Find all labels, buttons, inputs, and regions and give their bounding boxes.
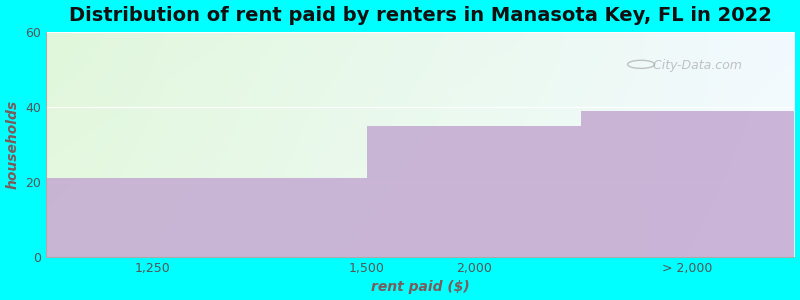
Bar [366, 126, 581, 257]
X-axis label: rent paid ($): rent paid ($) [370, 280, 470, 294]
Y-axis label: households: households [6, 100, 19, 189]
Bar [581, 110, 794, 257]
Bar [46, 178, 366, 257]
Title: Distribution of rent paid by renters in Manasota Key, FL in 2022: Distribution of rent paid by renters in … [69, 6, 771, 25]
Text: City-Data.com: City-Data.com [645, 59, 742, 72]
